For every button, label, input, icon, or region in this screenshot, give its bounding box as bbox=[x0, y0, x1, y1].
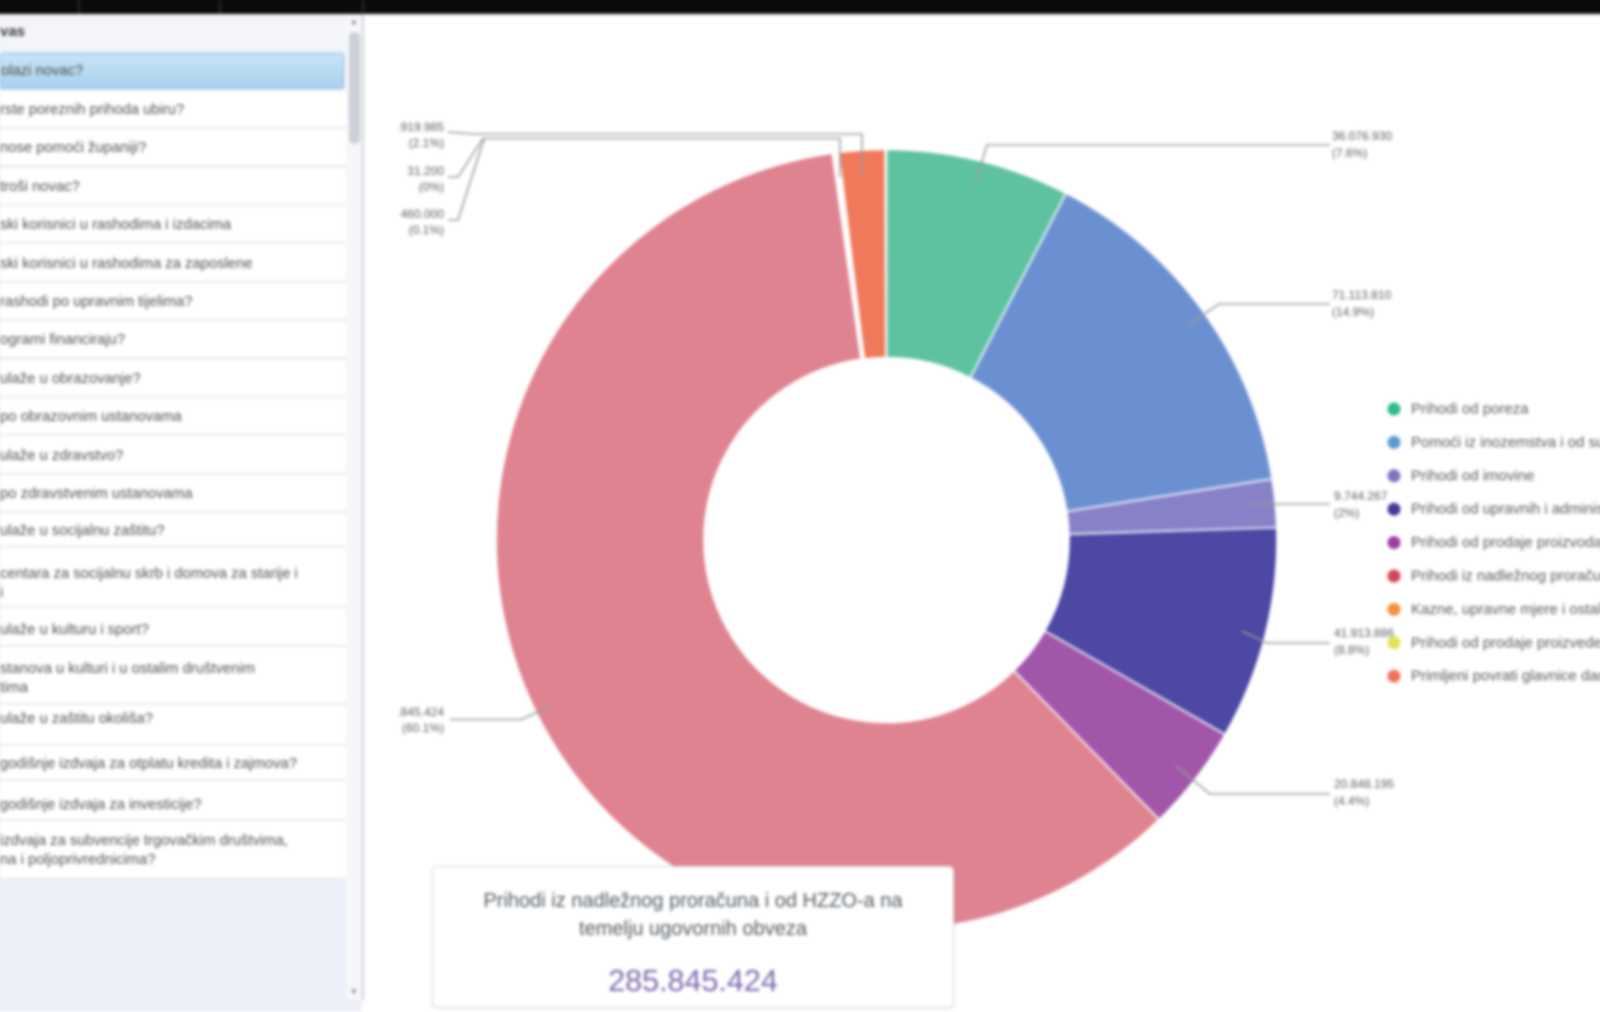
svg-text:71.113.810: 71.113.810 bbox=[1332, 288, 1391, 302]
svg-text:(0.1%): (0.1%) bbox=[409, 223, 444, 237]
svg-text:(2%): (2%) bbox=[1334, 506, 1359, 520]
svg-text:(7.6%): (7.6%) bbox=[1332, 146, 1367, 160]
svg-text:460.000: 460.000 bbox=[401, 207, 445, 221]
svg-text:Prihodi od prodaje proizvedene: Prihodi od prodaje proizvedene dugo bbox=[1411, 634, 1600, 651]
svg-text:Pomoći iz inozemstva i od subj: Pomoći iz inozemstva i od subjekata bbox=[1411, 434, 1600, 451]
svg-text:Prihodi iz nadležnog proračuna: Prihodi iz nadležnog proračuna i od bbox=[1411, 568, 1600, 585]
svg-text:Kazne, upravne mjere i ostali: Kazne, upravne mjere i ostali prihodi bbox=[1411, 601, 1600, 618]
svg-text:41.913.886: 41.913.886 bbox=[1334, 626, 1394, 640]
svg-text:Primljeni povrati glavnice dan: Primljeni povrati glavnice danih zajm bbox=[1411, 668, 1600, 685]
svg-text:Prihodi od upravnih i administ: Prihodi od upravnih i administrativnih bbox=[1411, 501, 1600, 518]
svg-text:(8.8%): (8.8%) bbox=[1334, 643, 1369, 657]
svg-text:(2.1%): (2.1%) bbox=[409, 136, 444, 150]
svg-text:(14.9%): (14.9%) bbox=[1332, 305, 1374, 319]
svg-text:Prihodi od imovine: Prihodi od imovine bbox=[1411, 467, 1534, 484]
svg-text:31.200: 31.200 bbox=[407, 164, 444, 178]
svg-text:(0%): (0%) bbox=[419, 180, 444, 194]
svg-text:36.076.930: 36.076.930 bbox=[1332, 129, 1392, 143]
svg-text:9.744.267: 9.744.267 bbox=[1334, 489, 1388, 503]
svg-text:Prihodi od poreza: Prihodi od poreza bbox=[1411, 401, 1529, 418]
svg-text:(60.1%): (60.1%) bbox=[402, 721, 444, 735]
svg-text:Prihodi od prodaje proizvoda i: Prihodi od prodaje proizvoda i robe bbox=[1411, 534, 1600, 551]
svg-text:.919.985: .919.985 bbox=[397, 120, 444, 134]
svg-text:.845.424: .845.424 bbox=[397, 705, 444, 719]
svg-text:20.848.195: 20.848.195 bbox=[1334, 777, 1394, 791]
svg-text:(4.4%): (4.4%) bbox=[1334, 794, 1369, 808]
